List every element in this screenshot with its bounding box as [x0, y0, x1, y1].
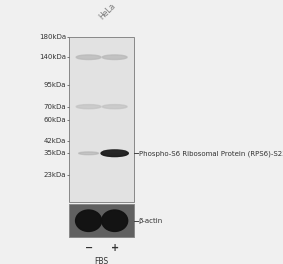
Text: −: −: [85, 243, 93, 253]
Text: 70kDa: 70kDa: [44, 104, 66, 110]
Ellipse shape: [76, 105, 101, 109]
Ellipse shape: [101, 150, 128, 157]
Bar: [69, 204, 134, 237]
Ellipse shape: [102, 105, 127, 109]
Text: 23kDa: 23kDa: [44, 172, 66, 178]
Text: 60kDa: 60kDa: [44, 116, 66, 122]
Text: 140kDa: 140kDa: [39, 54, 66, 60]
Text: β-actin: β-actin: [139, 218, 163, 224]
Text: 180kDa: 180kDa: [39, 34, 66, 40]
Text: HeLa: HeLa: [97, 2, 117, 22]
Text: 95kDa: 95kDa: [44, 82, 66, 88]
Ellipse shape: [102, 55, 127, 60]
Ellipse shape: [102, 210, 128, 232]
Ellipse shape: [104, 150, 126, 152]
Bar: [69, 37, 134, 202]
Text: +: +: [111, 243, 119, 253]
Text: FBS: FBS: [95, 257, 109, 264]
Ellipse shape: [76, 210, 102, 232]
Ellipse shape: [76, 55, 101, 60]
Text: 35kDa: 35kDa: [44, 150, 66, 156]
Ellipse shape: [79, 152, 98, 155]
Text: 42kDa: 42kDa: [44, 138, 66, 144]
Text: Phospho-S6 Ribosomal Protein (RPS6)-S235: Phospho-S6 Ribosomal Protein (RPS6)-S235: [139, 150, 283, 157]
